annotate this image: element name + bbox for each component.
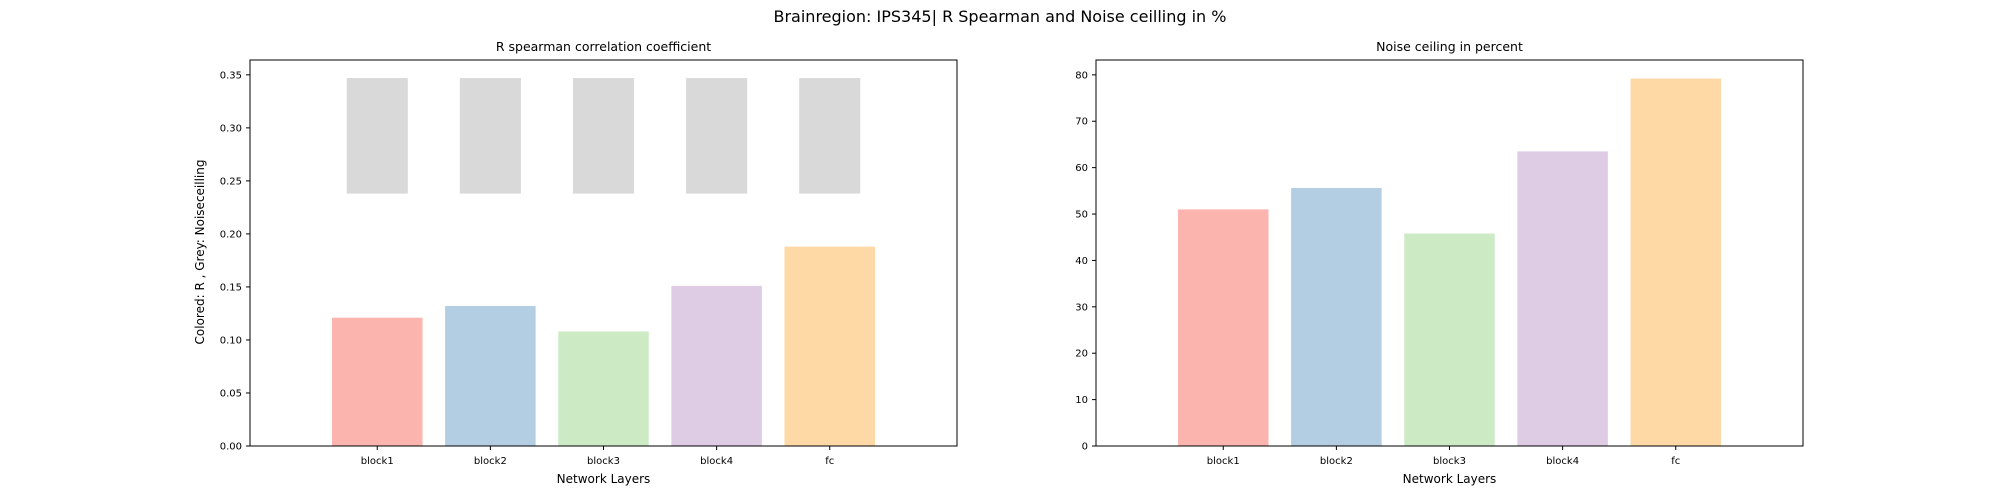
y-tick-label: 0.05 [220, 388, 242, 399]
plot-frame [249, 59, 958, 447]
x-tick-label: block4 [1546, 456, 1579, 467]
y-tick-label: 30 [1075, 302, 1088, 313]
bar-block4 [1517, 151, 1608, 446]
noise-ceiling-bar-block4 [686, 78, 748, 194]
x-tick-label: block2 [1320, 456, 1353, 467]
y-tick-label: 10 [1075, 395, 1088, 406]
x-axis-ticks: block1 block2 block3 block4 fc [1207, 446, 1680, 467]
bar-fc [1630, 78, 1721, 447]
y-axis-ticks: 0.00 0.05 0.10 0.15 0.20 0.25 0.30 0.35 [220, 70, 250, 453]
bar-block2 [1291, 188, 1382, 446]
y-tick-label: 20 [1075, 349, 1088, 360]
x-tick-label: fc [1671, 456, 1680, 467]
x-tick-label: block1 [361, 456, 394, 467]
bar-block2 [445, 306, 536, 446]
x-tick-label: block2 [474, 456, 507, 467]
bar-block4 [671, 285, 762, 446]
figure-title: Brainregion: IPS345| R Spearman and Nois… [774, 7, 1227, 26]
y-tick-label: 0.25 [220, 176, 242, 187]
y-tick-label: 0.35 [220, 70, 242, 81]
x-tick-label: block3 [587, 456, 620, 467]
y-tick-label: 60 [1075, 163, 1088, 174]
bar-fc [784, 246, 875, 446]
y-tick-label: 0.00 [220, 442, 242, 453]
panel-r-spearman-title: R spearman correlation coefficient [496, 39, 711, 54]
panel-r-spearman-ylabel: Colored: R , Grey: Noiseceilling [193, 160, 207, 345]
x-axis-ticks: block1 block2 block3 block4 fc [361, 446, 834, 467]
y-tick-label: 0 [1082, 442, 1088, 453]
y-tick-label: 80 [1075, 70, 1088, 81]
noise-ceiling-bar-block3 [572, 78, 635, 194]
noise-ceiling-bar-block2 [459, 78, 521, 194]
y-tick-label: 0.20 [220, 229, 242, 240]
panel-noise-ceiling-title: Noise ceiling in percent [1376, 39, 1523, 54]
x-tick-label: block4 [700, 456, 733, 467]
y-axis-ticks: 0 10 20 30 40 50 60 70 80 [1075, 70, 1096, 453]
x-tick-label: block3 [1433, 456, 1466, 467]
panel-noise-ceiling-xlabel: Network Layers [1403, 472, 1497, 486]
y-tick-label: 0.10 [220, 335, 242, 346]
bar-block1 [332, 317, 423, 446]
noise-ceiling-bar-fc [799, 78, 861, 194]
noise-percent-bars [1178, 78, 1721, 447]
y-tick-label: 40 [1075, 256, 1088, 267]
y-tick-label: 50 [1075, 210, 1088, 221]
y-tick-label: 0.15 [220, 282, 242, 293]
panel-r-spearman-xlabel: Network Layers [557, 472, 651, 486]
panel-noise-ceiling: Noise ceiling in percent Network Layers … [1075, 39, 1804, 486]
bar-block1 [1178, 209, 1269, 446]
r-value-bars [332, 246, 875, 446]
x-tick-label: block1 [1207, 456, 1240, 467]
bar-block3 [558, 331, 649, 446]
x-tick-label: fc [825, 456, 834, 467]
noise-ceiling-bars [346, 78, 861, 194]
y-tick-label: 0.30 [220, 123, 242, 134]
panel-r-spearman: R spearman correlation coefficient Netwo… [193, 39, 958, 486]
y-tick-label: 70 [1075, 117, 1088, 128]
plot-frame [1095, 59, 1804, 447]
noise-ceiling-bar-block1 [346, 78, 408, 194]
bar-block3 [1404, 233, 1495, 446]
